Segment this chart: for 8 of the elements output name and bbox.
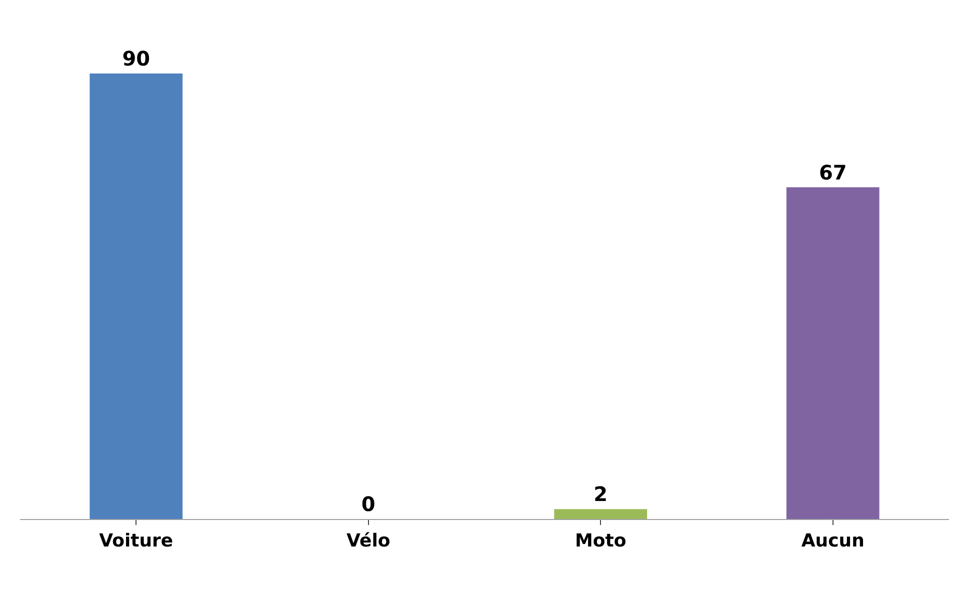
x-tick-label: Vélo bbox=[346, 530, 390, 552]
data-label: 2 bbox=[594, 482, 608, 506]
x-tick-label: Voiture bbox=[99, 530, 174, 552]
data-label: 0 bbox=[361, 492, 376, 516]
data-label: 90 bbox=[122, 46, 150, 70]
data-label: 67 bbox=[818, 160, 847, 184]
x-tick-label: Moto bbox=[575, 530, 626, 552]
x-tick-label: Aucun bbox=[801, 530, 864, 552]
